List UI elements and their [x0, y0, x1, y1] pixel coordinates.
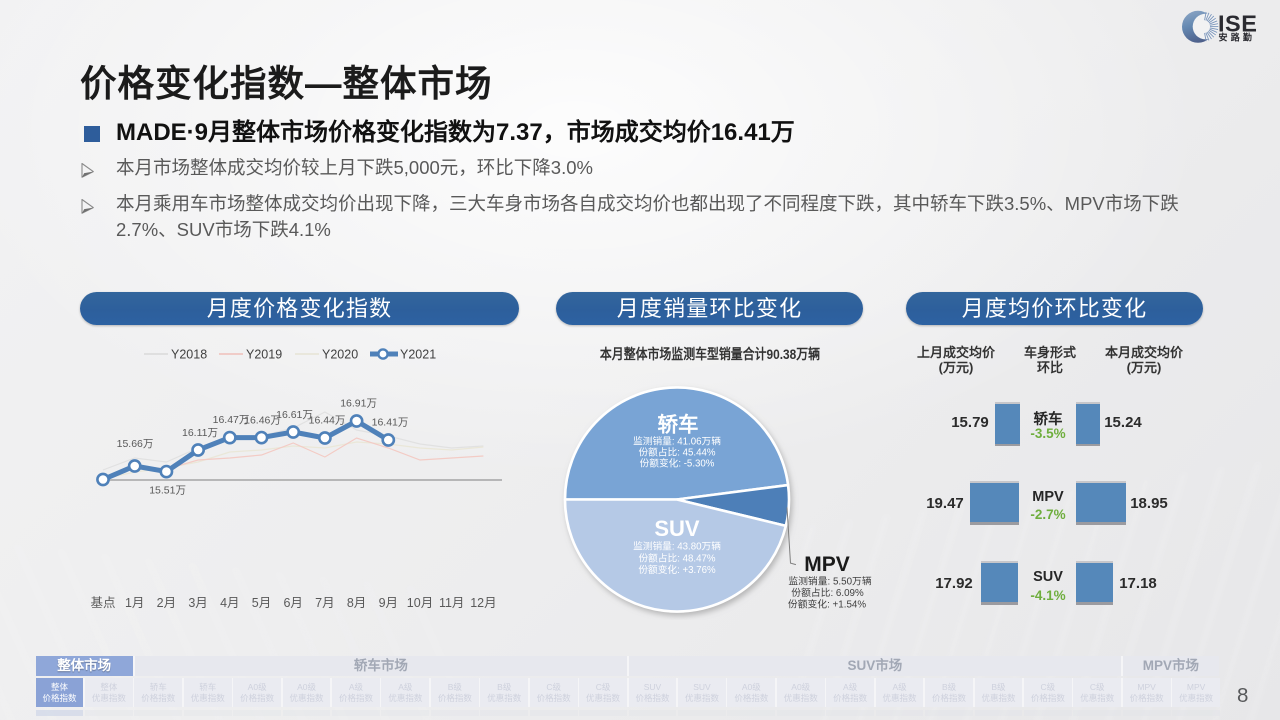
svg-text:9月: 9月 [379, 596, 398, 610]
svg-text:15.66万: 15.66万 [117, 438, 154, 450]
svg-text:份额占比: 45.44%: 份额占比: 45.44% [639, 446, 716, 459]
svg-text:5月: 5月 [252, 596, 271, 610]
svg-text:16.91万: 16.91万 [340, 398, 377, 410]
svg-text:16.41万: 16.41万 [372, 417, 409, 429]
svg-text:4月: 4月 [220, 596, 239, 610]
svg-text:Y2018: Y2018 [171, 348, 207, 362]
svg-text:份额变化: +1.54%: 份额变化: +1.54% [788, 598, 866, 611]
svg-text:16.44万: 16.44万 [309, 415, 346, 427]
svg-text:12月: 12月 [470, 596, 496, 610]
svg-text:15.51万: 15.51万 [149, 485, 186, 497]
svg-text:ISE: ISE [1218, 11, 1257, 37]
svg-text:Y2021: Y2021 [400, 348, 436, 362]
svg-text:10月: 10月 [407, 596, 433, 610]
svg-text:轿车: 轿车 [658, 413, 699, 437]
svg-text:6月: 6月 [283, 596, 302, 610]
svg-text:Y2020: Y2020 [322, 348, 358, 362]
svg-text:16.11万: 16.11万 [182, 427, 218, 439]
svg-text:监测销量: 5.50万辆: 监测销量: 5.50万辆 [788, 575, 871, 588]
svg-text:3月: 3月 [188, 596, 207, 610]
svg-text:8月: 8月 [347, 596, 366, 610]
svg-text:监测销量: 43.80万辆: 监测销量: 43.80万辆 [633, 540, 721, 553]
svg-text:16.46万: 16.46万 [244, 415, 281, 427]
svg-text:份额占比: 6.09%: 份额占比: 6.09% [791, 586, 864, 599]
svg-text:16.61万: 16.61万 [276, 409, 313, 421]
svg-text:基点: 基点 [90, 596, 115, 610]
svg-text:Y2019: Y2019 [246, 348, 282, 362]
svg-text:7月: 7月 [315, 596, 334, 610]
svg-text:监测销量: 41.06万辆: 监测销量: 41.06万辆 [633, 434, 721, 447]
svg-text:1月: 1月 [125, 596, 144, 610]
svg-text:11月: 11月 [439, 596, 464, 610]
svg-text:份额占比: 48.47%: 份额占比: 48.47% [639, 551, 716, 564]
svg-text:MPV: MPV [804, 553, 850, 576]
svg-text:份额变化: -5.30%: 份额变化: -5.30% [640, 457, 715, 470]
svg-text:SUV: SUV [654, 516, 700, 541]
svg-text:安路勤: 安路勤 [1219, 31, 1256, 42]
svg-text:2月: 2月 [157, 596, 176, 610]
svg-text:份额变化: +3.76%: 份额变化: +3.76% [638, 563, 716, 576]
svg-text:16.47万: 16.47万 [213, 414, 250, 426]
